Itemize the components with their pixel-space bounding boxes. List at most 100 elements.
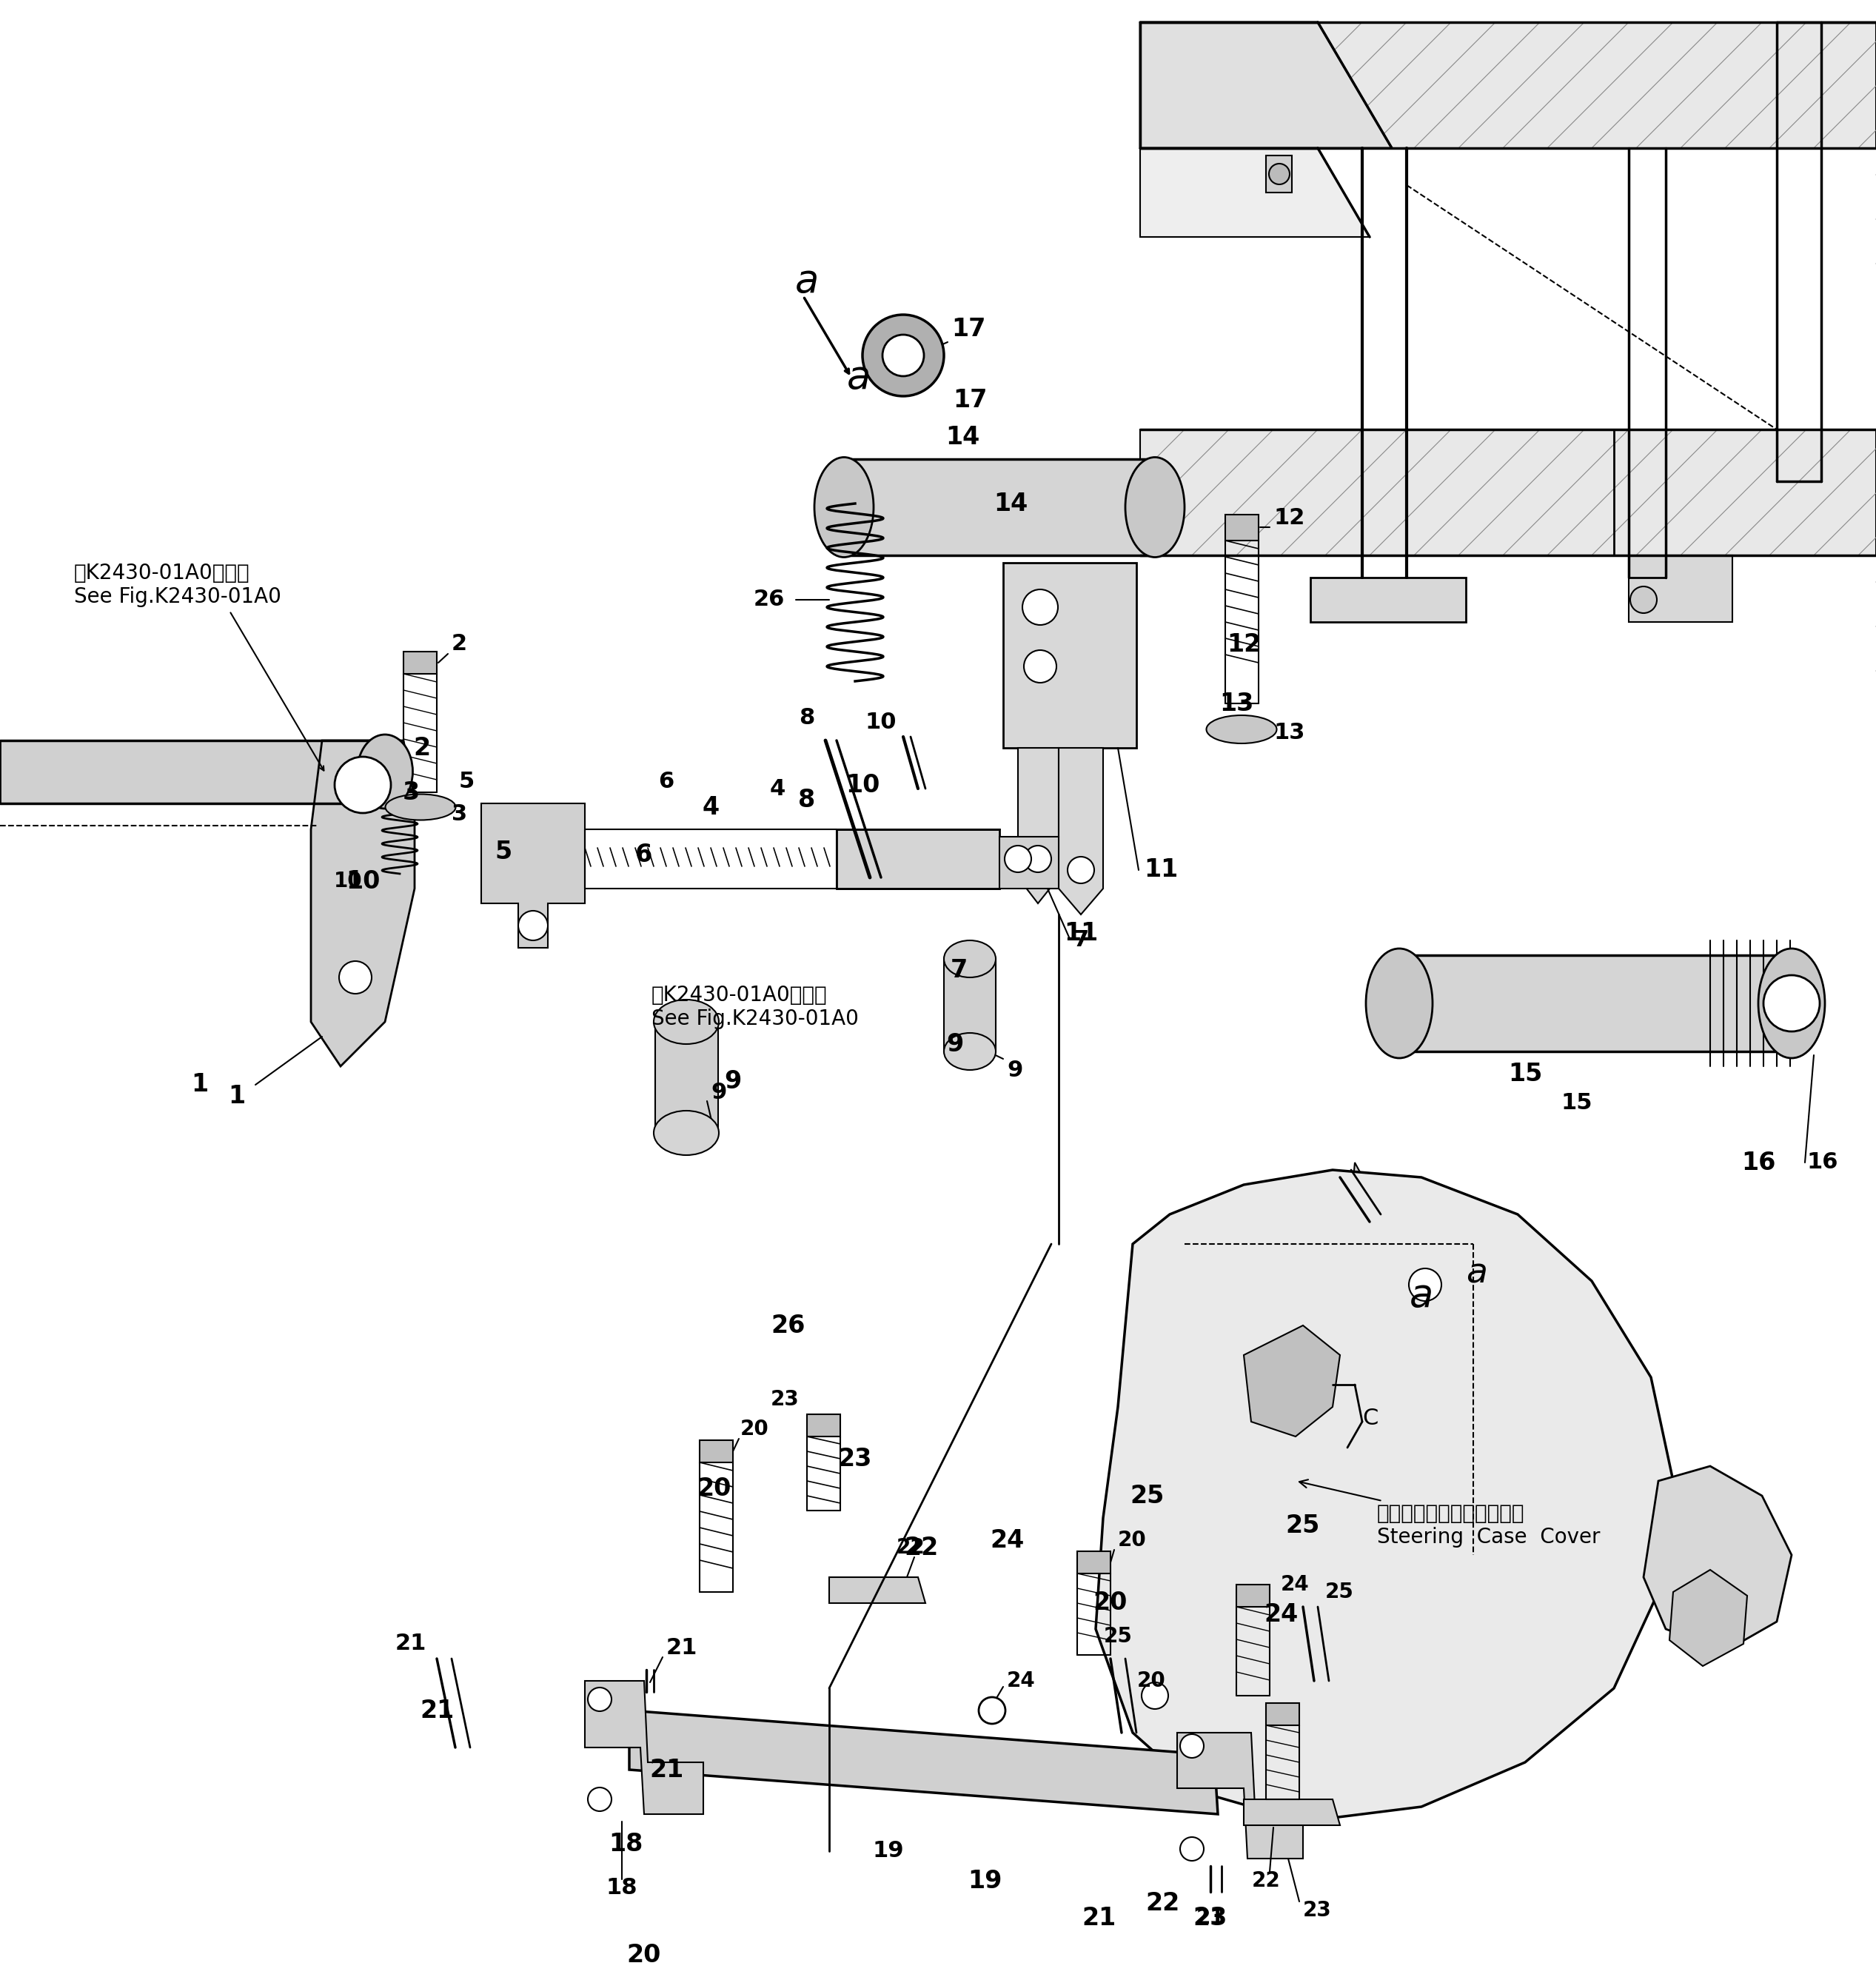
Polygon shape [655,1022,719,1133]
Text: 8: 8 [799,707,814,729]
Text: a: a [795,261,820,301]
Polygon shape [837,830,1000,889]
Polygon shape [585,1681,704,1814]
Circle shape [979,1697,1006,1725]
Polygon shape [1643,1465,1792,1651]
Polygon shape [1077,1550,1111,1574]
Text: 21: 21 [1082,1905,1116,1930]
Polygon shape [1628,554,1732,622]
Polygon shape [1399,1251,1450,1319]
Circle shape [1268,164,1289,184]
Polygon shape [1096,1170,1673,1822]
Text: 21: 21 [420,1699,454,1723]
Text: 19: 19 [872,1841,904,1861]
Text: 20: 20 [1137,1671,1165,1691]
Circle shape [1763,976,1820,1032]
Text: 20: 20 [741,1420,769,1439]
Circle shape [1067,857,1094,883]
Text: 23: 23 [1304,1901,1332,1921]
Text: 7: 7 [949,958,968,982]
Text: 2: 2 [452,634,467,655]
Bar [1141,430,1876,554]
Text: 3: 3 [401,780,420,804]
Text: 6: 6 [658,770,673,792]
Text: 9: 9 [711,1081,726,1103]
Text: 10: 10 [865,711,897,733]
Polygon shape [1000,838,1058,889]
Polygon shape [1266,156,1293,192]
Text: 18: 18 [608,1832,643,1855]
Text: 9: 9 [946,1032,964,1055]
Text: a: a [1465,1257,1488,1291]
Circle shape [1022,590,1058,626]
Polygon shape [1004,562,1137,748]
Text: 4: 4 [702,794,719,820]
Text: 19: 19 [968,1869,1002,1893]
Ellipse shape [356,735,413,808]
Text: 9: 9 [1007,1059,1022,1081]
Text: 20: 20 [1094,1590,1127,1616]
Ellipse shape [814,457,874,556]
Text: 13: 13 [1274,723,1304,744]
Text: 24: 24 [1281,1574,1309,1596]
Circle shape [1142,1683,1169,1709]
Polygon shape [1244,1325,1339,1437]
Text: 20: 20 [627,1942,660,1966]
Text: 22: 22 [897,1536,925,1558]
Text: 21: 21 [649,1758,683,1782]
Text: 3: 3 [452,804,467,826]
Text: 23: 23 [771,1390,799,1410]
Circle shape [1409,1269,1441,1301]
Text: 22: 22 [1251,1871,1279,1891]
Circle shape [882,335,925,376]
Polygon shape [700,1439,734,1463]
Text: 7: 7 [1073,931,1090,950]
Polygon shape [944,958,996,1051]
Polygon shape [1244,1800,1339,1826]
Text: 20: 20 [1118,1531,1146,1550]
Text: 25: 25 [1131,1483,1165,1509]
Ellipse shape [1366,948,1433,1057]
Text: 11: 11 [1064,921,1097,944]
Ellipse shape [1206,715,1278,742]
Text: 6: 6 [636,843,653,867]
Circle shape [340,960,371,994]
Ellipse shape [1758,948,1825,1057]
Text: 25: 25 [1285,1513,1321,1538]
Text: 11: 11 [1144,857,1178,883]
Polygon shape [0,741,385,804]
Text: 17: 17 [953,388,987,412]
Text: 23: 23 [1193,1905,1227,1930]
Text: 15: 15 [1508,1061,1542,1085]
Polygon shape [844,459,1156,554]
Text: 14: 14 [946,424,979,449]
Polygon shape [1019,748,1058,903]
Ellipse shape [385,794,456,820]
Polygon shape [1058,748,1103,915]
Text: 9: 9 [724,1069,741,1093]
Polygon shape [1141,22,1392,148]
Text: 24: 24 [1007,1671,1036,1691]
Text: 18: 18 [606,1877,638,1899]
Text: 22: 22 [904,1534,938,1560]
Ellipse shape [653,1111,719,1154]
Text: 8: 8 [799,788,816,812]
Text: 21: 21 [396,1633,426,1655]
Text: 10: 10 [846,772,880,798]
Circle shape [1024,649,1056,683]
Text: 16: 16 [1741,1150,1775,1174]
Text: 2: 2 [413,737,431,760]
Text: 5: 5 [458,770,475,792]
Polygon shape [1236,1584,1270,1608]
Polygon shape [829,1578,925,1604]
Polygon shape [1347,1162,1403,1319]
Text: 13: 13 [1219,691,1253,715]
Polygon shape [628,1711,1218,1814]
Circle shape [518,911,548,940]
Circle shape [1630,586,1657,614]
Text: 4: 4 [769,778,786,800]
Text: 25: 25 [1324,1582,1354,1602]
Ellipse shape [1126,457,1184,556]
Text: 26: 26 [754,588,784,610]
Text: 20: 20 [698,1477,732,1501]
